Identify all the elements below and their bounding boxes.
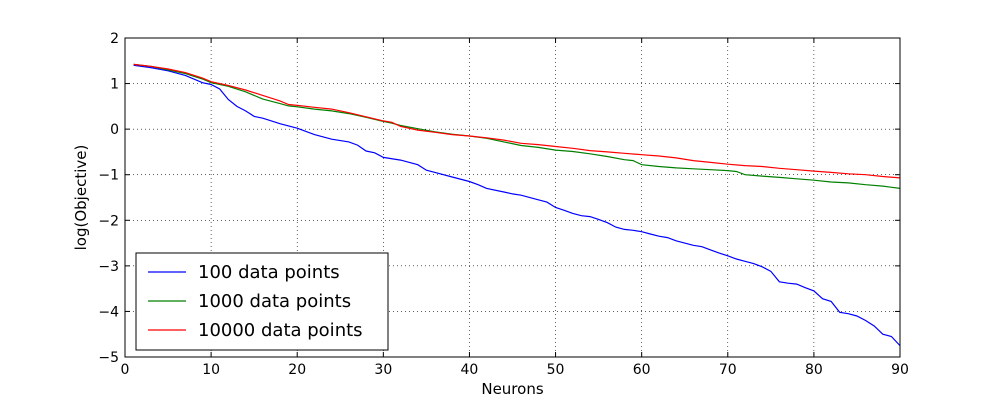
- series-lines: [133, 63, 901, 347]
- x-tick-label: 80: [805, 362, 823, 378]
- y-tick-label: −3: [98, 259, 119, 275]
- x-axis-label: Neurons: [481, 380, 543, 398]
- y-tick-label: 2: [110, 31, 119, 47]
- y-tick-label: −5: [98, 350, 119, 366]
- legend: 100 data points 1000 data points 10000 dat…: [135, 252, 389, 351]
- y-tick-label: 0: [110, 122, 119, 138]
- x-tick-label: 20: [288, 362, 306, 378]
- axis-ticks: 0 10 20 30 40 50 60 70 80 90 −5 −4 −3 −2 −1 0 1 2: [98, 31, 909, 378]
- x-tick-label: 60: [633, 362, 651, 378]
- y-tick-label: 1: [110, 77, 119, 93]
- x-tick-label: 40: [461, 362, 479, 378]
- y-tick-label: −2: [98, 213, 119, 229]
- y-tick-label: −4: [98, 304, 119, 320]
- plot-frame: [124, 37, 901, 358]
- legend-label: 10000 data points: [198, 320, 363, 341]
- y-axis-label: log(Objective): [72, 145, 90, 251]
- series-line: [133, 63, 901, 179]
- legend-label: 1000 data points: [198, 291, 351, 312]
- x-tick-label: 0: [121, 362, 130, 378]
- series-line: [133, 63, 901, 189]
- y-tick-label: −1: [98, 168, 119, 184]
- x-tick-label: 90: [891, 362, 909, 378]
- x-tick-label: 10: [202, 362, 220, 378]
- series-line: [133, 64, 901, 347]
- x-tick-label: 30: [374, 362, 392, 378]
- x-tick-label: 50: [547, 362, 565, 378]
- x-tick-label: 70: [719, 362, 737, 378]
- legend-label: 100 data points: [198, 262, 340, 283]
